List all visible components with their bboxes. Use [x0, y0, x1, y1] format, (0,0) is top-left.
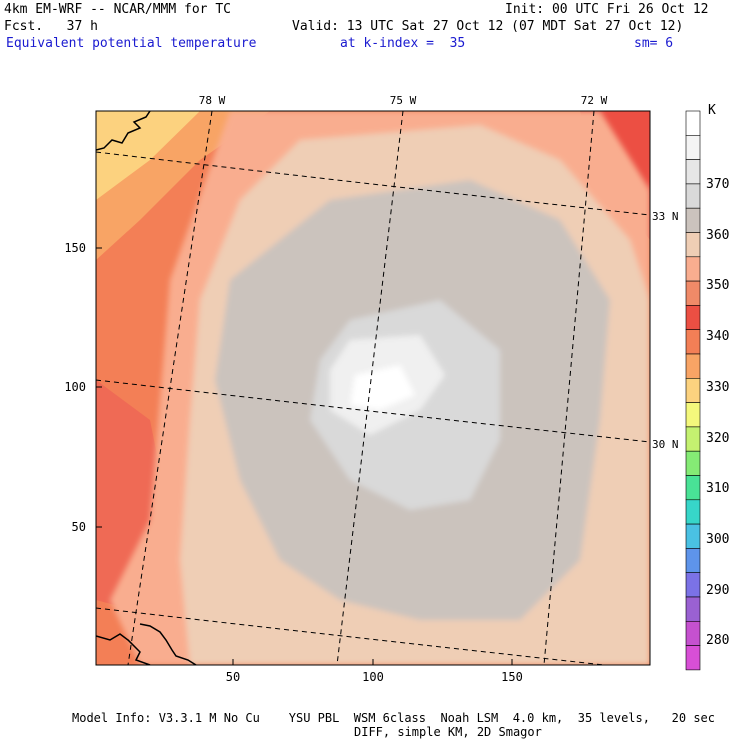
parallel-30n	[96, 379, 650, 443]
longitude-label: 75 W	[389, 94, 417, 107]
colorbar-swatch	[685, 329, 701, 355]
field-325-northwest	[96, 111, 200, 200]
valid-time: Valid: 13 UTC Sat 27 Oct 12 (07 MDT Sat …	[292, 19, 684, 34]
latlon-grid	[96, 111, 650, 665]
parallel-27n	[96, 607, 609, 665]
longitude-label: 72 W	[580, 94, 608, 107]
coastline-florida	[96, 633, 151, 665]
coastlines	[96, 111, 197, 665]
meridian-75w	[336, 111, 404, 665]
map-field	[96, 111, 650, 665]
init-time: Init: 00 UTC Fri 26 Oct 12	[505, 2, 709, 17]
colorbar-label: 290	[706, 582, 730, 598]
colorbar-swatch	[685, 620, 701, 646]
colorbar-swatch	[685, 110, 701, 136]
colorbar-swatch	[685, 475, 701, 501]
colorbar-swatch	[685, 207, 701, 233]
colorbar-swatch	[685, 523, 701, 549]
colorbar-swatch	[685, 305, 701, 330]
colorbar-label: 320	[706, 430, 730, 446]
latitude-label: 33 N	[652, 210, 679, 223]
colorbar-swatch	[685, 450, 701, 476]
colorbar-swatch	[685, 135, 701, 160]
y-tick-label: 50	[71, 520, 86, 534]
colorbar-swatch	[685, 572, 701, 598]
x-tick-label: 150	[501, 670, 523, 684]
colorbar-swatch	[685, 499, 701, 525]
colorbar-swatch	[685, 232, 701, 258]
axis-ticks	[96, 247, 513, 665]
smoothing-info: sm= 6	[634, 36, 674, 51]
colorbar-swatch	[685, 596, 701, 622]
colorbar-label: 360	[706, 227, 730, 243]
longitude-label: 78 W	[198, 94, 226, 107]
forecast-hour: Fcst. 37 h	[4, 19, 98, 34]
latitude-label: 30 N	[652, 438, 679, 451]
model-info-line2: DIFF, simple KM, 2D Smagor	[354, 725, 542, 739]
coastline-bahamas	[139, 623, 197, 665]
colorbar-swatch	[685, 159, 701, 185]
model-info: Model Info: V3.3.1 M No Cu YSU PBL WSM 6…	[72, 711, 715, 725]
colorbar-swatch	[685, 548, 701, 574]
level-info: at k-index = 35	[340, 36, 466, 51]
y-tick-label: 100	[64, 380, 86, 394]
colorbar-swatch	[685, 377, 701, 403]
colorbar-label: 350	[706, 278, 730, 294]
x-tick-label: 50	[225, 670, 241, 684]
colorbar-label: 370	[706, 177, 730, 192]
colorbar-label: 330	[706, 379, 730, 395]
colorbar-unit: K	[708, 103, 716, 118]
model-title: 4km EM-WRF -- NCAR/MMM for TC	[4, 2, 231, 17]
colorbar-swatch	[685, 256, 701, 282]
y-tick-label: 150	[64, 241, 86, 255]
colorbar-label: 340	[706, 329, 730, 345]
meridian-72w	[543, 111, 595, 665]
x-tick-label: 100	[362, 670, 384, 684]
colorbar-swatch	[685, 353, 701, 379]
colorbar-swatch	[685, 645, 701, 671]
colorbar-label: 280	[706, 633, 730, 649]
colorbar-swatch	[685, 426, 701, 452]
colorbar	[685, 110, 701, 671]
parallel-33n	[96, 151, 650, 216]
colorbar-swatch	[685, 402, 701, 428]
coastline-carolina	[96, 111, 151, 151]
field-370-core	[350, 365, 415, 410]
colorbar-swatch	[685, 280, 701, 306]
colorbar-swatch	[685, 183, 701, 209]
colorbar-label: 300	[706, 531, 730, 547]
colorbar-label: 310	[706, 481, 730, 497]
field-name: Equivalent potential temperature	[6, 36, 257, 51]
